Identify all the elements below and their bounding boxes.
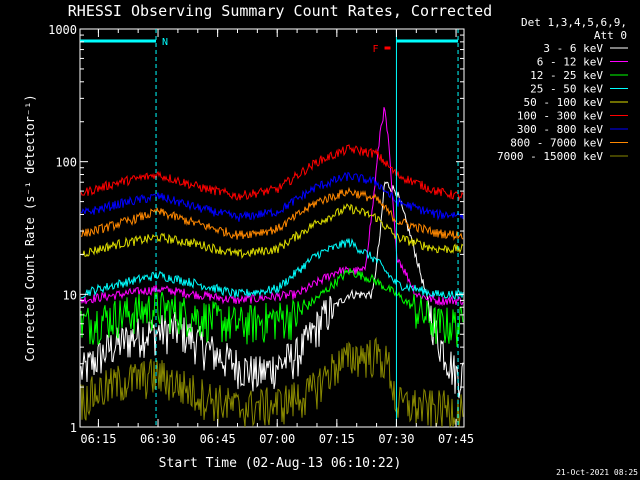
y-axis-label: Corrected Count Rate (s⁻¹ detector⁻¹) <box>23 94 37 361</box>
series-layer <box>80 107 464 428</box>
legend-label-8: 7000 - 15000 keV <box>497 150 603 163</box>
series-line-6 <box>80 171 464 222</box>
legend-label-7: 800 - 7000 keV <box>510 137 603 150</box>
x-tick-label-2: 06:45 <box>200 432 236 446</box>
annotation-label-0: N <box>162 37 168 48</box>
series-line-7 <box>80 186 464 241</box>
x-tick-label-6: 07:45 <box>438 432 474 446</box>
series-line-2 <box>80 268 464 347</box>
chart-title: RHESSI Observing Summary Count Rates, Co… <box>68 2 492 20</box>
legend-header-0: Det 1,3,4,5,6,9, <box>521 16 627 29</box>
legend-header-1: Att 0 <box>594 29 627 42</box>
series-line-1 <box>80 107 464 307</box>
y-tick-label-3: 1000 <box>48 23 77 37</box>
legend-label-4: 50 - 100 keV <box>524 96 604 109</box>
legend-label-2: 12 - 25 keV <box>530 69 603 82</box>
annotation-label-2: F <box>373 44 379 55</box>
axis-layer: 1 10 100 1000 06:15 06:30 06:45 07:00 07:15 07:30… <box>48 23 474 446</box>
annotation-layer: NF <box>80 29 459 427</box>
series-line-8 <box>80 336 464 428</box>
x-tick-label-0: 06:15 <box>80 432 116 446</box>
legend-label-1: 6 - 12 keV <box>537 56 604 69</box>
y-tick-label-2: 100 <box>55 156 77 170</box>
plot-area <box>79 28 465 428</box>
legend-label-6: 300 - 800 keV <box>517 123 603 136</box>
x-axis-label: Start Time (02-Aug-13 06:10:22) <box>159 456 402 471</box>
legend-label-0: 3 - 6 keV <box>543 42 603 55</box>
footer-timestamp: 21-Oct-2021 08:25 <box>556 468 638 477</box>
y-tick-label-0: 1 <box>70 421 77 435</box>
plot-frame <box>79 28 465 428</box>
x-tick-label-4: 07:15 <box>319 432 355 446</box>
series-line-3 <box>80 238 464 301</box>
legend-label-5: 100 - 300 keV <box>517 110 603 123</box>
x-tick-label-5: 07:30 <box>378 432 414 446</box>
x-tick-label-1: 06:30 <box>140 432 176 446</box>
legend-label-3: 25 - 50 keV <box>530 83 603 96</box>
series-line-4 <box>80 203 464 260</box>
y-tick-label-1: 10 <box>63 288 77 302</box>
series-line-5 <box>80 144 464 202</box>
x-tick-label-3: 07:00 <box>259 432 295 446</box>
